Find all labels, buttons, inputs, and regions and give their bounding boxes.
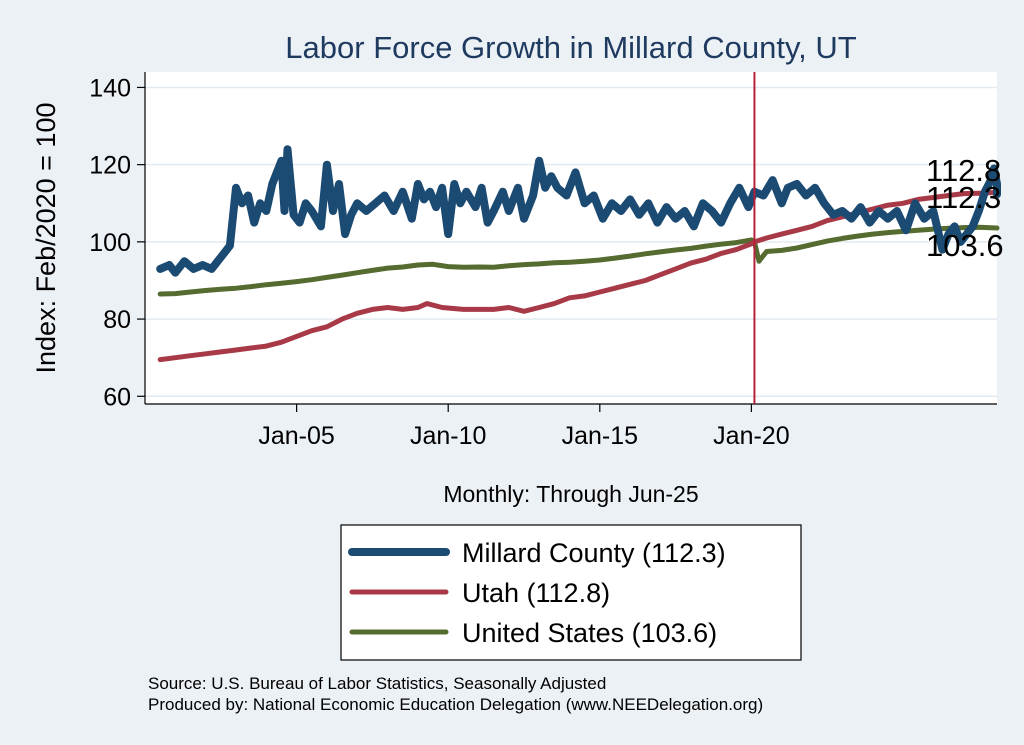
series-lines: [156, 145, 1001, 363]
end-label-us: 103.6: [926, 228, 1004, 263]
x-tick-label: Jan-15: [562, 422, 638, 450]
x-tick-label: Jan-05: [258, 422, 334, 450]
series-line-us: [157, 224, 1000, 297]
end-label-millard: 112.3: [926, 180, 1001, 215]
x-axis-label: Monthly: Through Jun-25: [443, 481, 698, 507]
y-tick-label: 100: [89, 229, 131, 257]
legend: Millard County (112.3) Utah (112.8) United…: [340, 524, 802, 661]
chart-title: Labor Force Growth in Millard County, UT: [285, 30, 856, 65]
y-tick-label: 120: [89, 152, 131, 180]
y-ticks: 60 80 100 120 140: [89, 74, 145, 411]
source-note: Source: U.S. Bureau of Labor Statistics,…: [148, 674, 606, 693]
y-tick-label: 80: [103, 306, 131, 334]
series-line-millard: [156, 145, 1001, 277]
y-tick-label: 140: [89, 74, 131, 102]
legend-items: Millard County (112.3) Utah (112.8) United…: [348, 538, 726, 648]
end-label-utah: 112.8: [926, 153, 1001, 188]
x-tick-label: Jan-10: [410, 422, 486, 450]
y-axis-label: Index: Feb/2020 = 100: [31, 103, 61, 374]
producer-note: Produced by: National Economic Education…: [148, 695, 763, 714]
axes: [144, 72, 997, 405]
x-ticks: Jan-05 Jan-10 Jan-15 Jan-20: [258, 404, 790, 450]
y-tick-label: 60: [103, 383, 131, 411]
legend-label: Millard County (112.3): [462, 538, 726, 568]
plot-area: [145, 72, 997, 404]
legend-label: Utah (112.8): [462, 578, 610, 608]
legend-label: United States (103.6): [462, 618, 717, 648]
x-tick-label: Jan-20: [713, 422, 789, 450]
